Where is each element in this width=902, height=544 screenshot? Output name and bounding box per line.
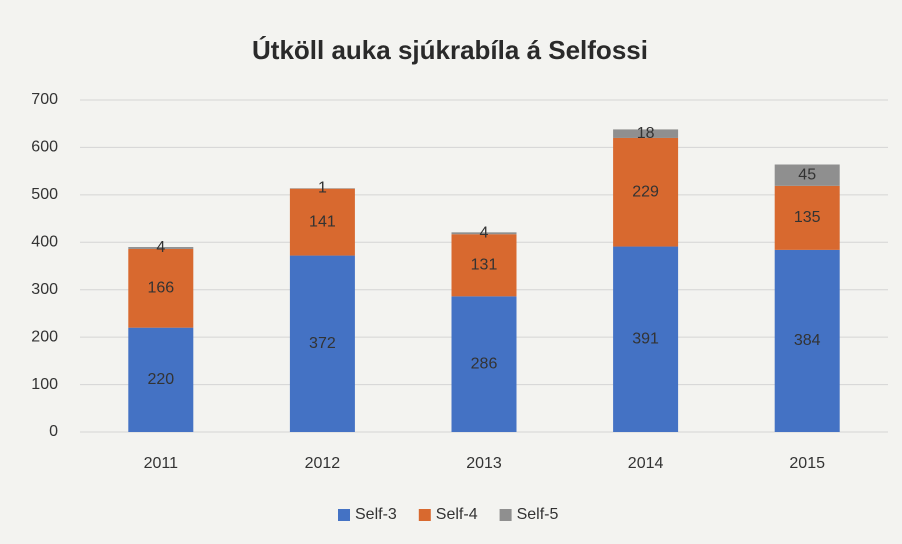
y-tick-label: 0 [49, 423, 58, 440]
data-label: 286 [471, 355, 498, 372]
data-label: 141 [309, 213, 336, 230]
legend-label: Self-5 [517, 506, 559, 523]
legend-label: Self-3 [355, 506, 397, 523]
bar-segment [451, 296, 517, 432]
data-label: 229 [632, 183, 659, 200]
data-label: 372 [309, 335, 336, 352]
bar-segment [774, 164, 840, 186]
y-tick-label: 100 [31, 376, 58, 393]
data-label: 220 [147, 371, 174, 388]
data-label: 4 [156, 239, 165, 256]
y-tick-label: 700 [31, 91, 58, 108]
data-label: 45 [798, 166, 816, 183]
y-tick-label: 400 [31, 234, 58, 251]
data-label: 166 [147, 280, 174, 297]
data-label: 384 [794, 332, 821, 349]
data-label: 135 [794, 209, 821, 226]
chart-title: Útköll auka sjúkrabíla á Selfossi [252, 35, 648, 65]
bar-segment [289, 255, 355, 432]
bar-segment [774, 185, 840, 250]
data-label: 131 [471, 257, 498, 274]
y-tick-label: 600 [31, 139, 58, 156]
y-tick-label: 500 [31, 186, 58, 203]
legend-label: Self-4 [436, 506, 478, 523]
data-label: 18 [637, 125, 655, 142]
legend-swatch [338, 509, 350, 521]
bar-segment [774, 249, 840, 432]
bar-segment [289, 188, 355, 256]
x-tick-label: 2011 [144, 455, 179, 472]
bar-segment [128, 327, 194, 432]
legend-swatch [418, 509, 431, 521]
x-tick-label: 2015 [789, 455, 825, 472]
legend-swatch [499, 509, 512, 521]
data-label: 1 [318, 180, 327, 197]
bar-segment [451, 234, 517, 297]
y-tick-label: 200 [31, 328, 58, 345]
y-tick-label: 300 [31, 281, 58, 298]
data-label: 4 [480, 224, 489, 241]
data-label: 391 [632, 330, 659, 347]
bar-segment [613, 246, 679, 432]
bar-segment [128, 248, 194, 328]
bar-segment [613, 129, 679, 138]
x-tick-label: 2013 [466, 455, 502, 472]
bar-segment [451, 232, 517, 235]
bar-segment [128, 247, 194, 249]
x-tick-label: 2014 [628, 455, 664, 472]
bar-segment [613, 137, 679, 247]
x-tick-label: 2012 [305, 455, 341, 472]
